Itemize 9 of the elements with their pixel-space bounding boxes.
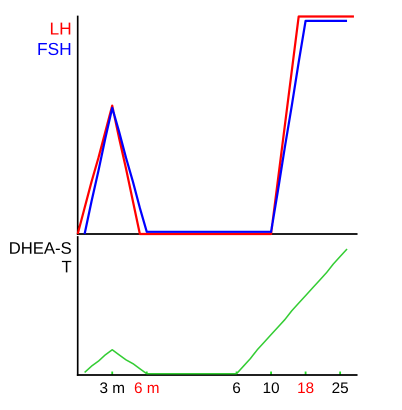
x-tick-label: 3 m [100, 382, 124, 394]
text: FSH [38, 42, 70, 56]
x-tick-label: 6 [233, 382, 240, 394]
x-tick-label: 18 [298, 382, 314, 394]
y-axis-title: DHEA-S T [10, 242, 72, 272]
x-tick-label: 6 m [134, 382, 158, 394]
x-tick-label: 25 [332, 382, 348, 394]
text: LH [50, 22, 70, 35]
x-tick-label: 10 [264, 382, 279, 394]
